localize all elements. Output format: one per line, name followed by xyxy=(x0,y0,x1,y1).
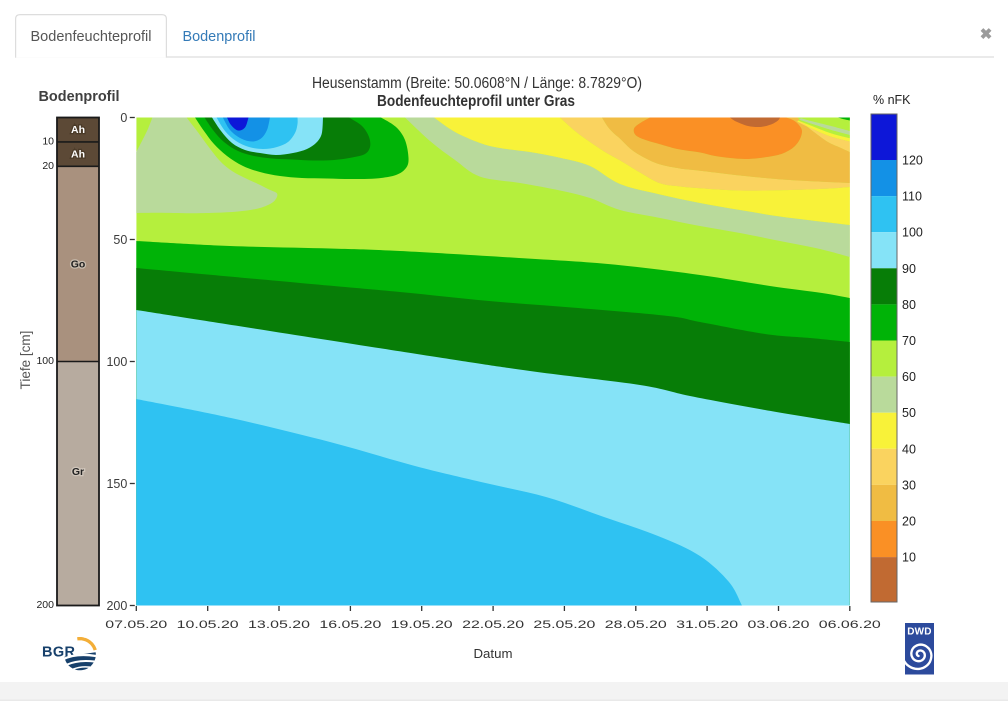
svg-text:28.05.20: 28.05.20 xyxy=(605,619,667,631)
svg-text:0: 0 xyxy=(120,111,127,125)
svg-text:50: 50 xyxy=(113,233,127,247)
svg-text:100: 100 xyxy=(902,226,923,240)
svg-text:Ah: Ah xyxy=(71,149,85,161)
svg-text:Gr: Gr xyxy=(72,466,84,478)
svg-text:100: 100 xyxy=(106,355,127,369)
svg-text:Bodenfeuchteprofil unter Gras: Bodenfeuchteprofil unter Gras xyxy=(377,93,575,110)
svg-text:16.05.20: 16.05.20 xyxy=(319,619,381,631)
svg-text:20: 20 xyxy=(902,515,916,529)
svg-text:13.05.20: 13.05.20 xyxy=(248,619,310,631)
svg-text:Bodenfeuchteprofil: Bodenfeuchteprofil xyxy=(31,29,152,45)
svg-text:03.06.20: 03.06.20 xyxy=(748,619,810,631)
svg-text:150: 150 xyxy=(106,477,127,491)
svg-text:31.05.20: 31.05.20 xyxy=(676,619,738,631)
svg-text:Datum: Datum xyxy=(474,647,513,661)
svg-text:10: 10 xyxy=(42,135,54,147)
svg-text:07.05.20: 07.05.20 xyxy=(105,619,167,631)
svg-text:80: 80 xyxy=(902,298,916,312)
svg-text:200: 200 xyxy=(36,599,54,611)
svg-text:200: 200 xyxy=(106,599,127,613)
svg-text:Bodenprofil: Bodenprofil xyxy=(183,29,256,45)
svg-text:10.05.20: 10.05.20 xyxy=(177,619,239,631)
svg-text:Go: Go xyxy=(71,258,86,270)
svg-text:100: 100 xyxy=(36,355,54,367)
svg-text:40: 40 xyxy=(902,442,916,456)
svg-text:✖: ✖ xyxy=(980,26,993,43)
svg-text:Go: Go xyxy=(71,258,86,270)
svg-text:70: 70 xyxy=(902,334,916,348)
svg-text:Gr: Gr xyxy=(72,466,84,478)
svg-text:60: 60 xyxy=(902,370,916,384)
svg-text:Ah: Ah xyxy=(71,149,85,161)
svg-text:110: 110 xyxy=(902,190,922,204)
svg-text:DWD: DWD xyxy=(907,627,931,638)
svg-text:25.05.20: 25.05.20 xyxy=(533,619,595,631)
svg-text:50: 50 xyxy=(902,406,916,420)
svg-text:22.05.20: 22.05.20 xyxy=(462,619,524,631)
svg-text:20: 20 xyxy=(42,160,54,172)
svg-text:Ah: Ah xyxy=(71,124,85,136)
svg-text:Bodenprofil: Bodenprofil xyxy=(39,88,120,105)
svg-text:Ah: Ah xyxy=(71,124,85,136)
svg-text:06.06.20: 06.06.20 xyxy=(819,619,881,631)
svg-text:120: 120 xyxy=(902,154,923,168)
svg-text:19.05.20: 19.05.20 xyxy=(391,619,453,631)
svg-text:90: 90 xyxy=(902,262,916,276)
svg-text:Tiefe [cm]: Tiefe [cm] xyxy=(18,331,33,390)
svg-text:30: 30 xyxy=(902,478,916,492)
svg-text:Heusenstamm (Breite: 50.0608°N: Heusenstamm (Breite: 50.0608°N / Länge: … xyxy=(312,75,642,92)
svg-text:10: 10 xyxy=(902,551,916,565)
svg-text:% nFK: % nFK xyxy=(873,93,911,107)
